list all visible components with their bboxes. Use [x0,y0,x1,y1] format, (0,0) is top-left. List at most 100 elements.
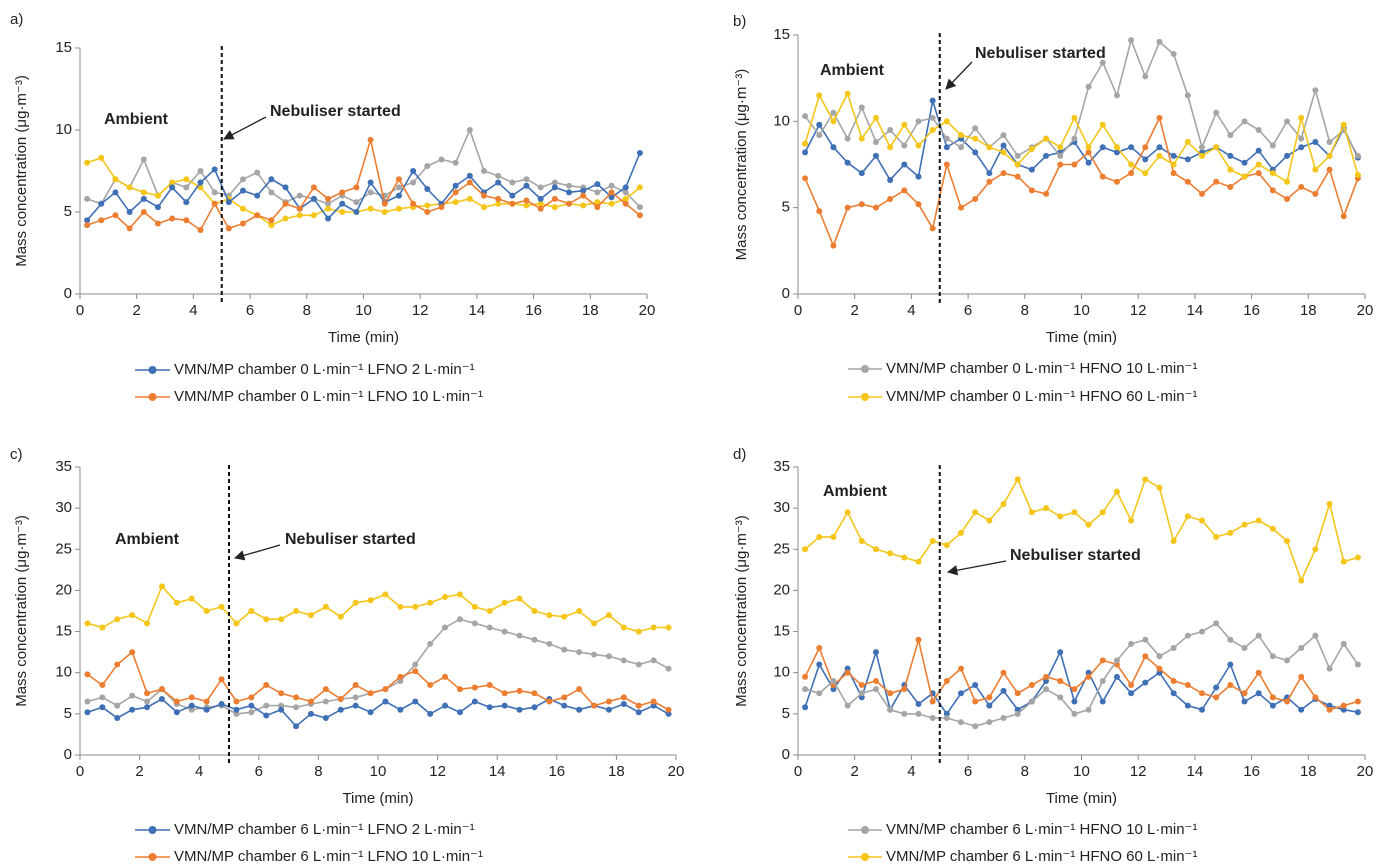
y-tick-label: 25 [773,540,790,557]
data-point [268,176,275,183]
data-point [310,195,317,202]
legend-label: VMN/MP chamber 6 L·min⁻¹ LFNO 10 L·min⁻¹ [174,848,483,865]
data-point [622,200,629,207]
x-tick-label: 18 [608,763,625,780]
data-point [442,594,449,601]
data-point [501,628,508,635]
data-point [1255,147,1262,154]
data-point [1099,698,1106,705]
data-point [943,118,950,125]
data-point [901,161,908,168]
data-point [958,144,965,151]
data-point [591,702,598,709]
x-tick-label: 10 [1073,763,1090,780]
data-point [816,645,823,652]
data-point [546,698,553,705]
data-point [943,677,950,684]
data-point [551,204,558,211]
data-point [1354,152,1361,159]
data-point [495,179,502,186]
data-point [397,677,404,684]
panel: c) 0 5 10 15 20 25 30 35 0 2 4 6 8 10 12 14 16 18 20 Time (m… [10,446,684,865]
data-point [1057,513,1064,520]
data-point [1213,144,1220,151]
data-point [1241,159,1248,166]
series-line [804,100,1359,182]
x-tick-label: 16 [548,763,565,780]
data-point [636,212,643,219]
data-point [958,132,965,139]
data-point [531,690,538,697]
panel-label: a) [10,11,23,28]
data-point [844,665,851,672]
data-point [395,176,402,183]
data-point [278,702,285,709]
data-point [1000,149,1007,156]
data-point [1298,114,1305,121]
x-tick-label: 20 [639,302,656,319]
data-point [1326,665,1333,672]
data-point [495,195,502,202]
data-point [958,204,965,211]
data-point [1142,636,1149,643]
data-point [537,184,544,191]
data-point [1128,144,1135,151]
data-point [1028,509,1035,516]
data-point [188,595,195,602]
data-point [466,172,473,179]
y-tick-label: 5 [782,199,790,216]
data-point [1071,114,1078,121]
data-point [1227,166,1234,173]
data-point [537,195,544,202]
data-point [466,195,473,202]
data-point [1284,538,1291,545]
data-point [1113,673,1120,680]
data-point [471,684,478,691]
data-point [591,620,598,627]
data-point [254,212,261,219]
data-point [1099,677,1106,684]
data-point [1071,686,1078,693]
series-line [86,152,641,221]
data-point [1241,118,1248,125]
data-point [1000,687,1007,694]
data-point [1255,690,1262,697]
data-point [1326,706,1333,713]
data-point [537,205,544,212]
data-point [1241,173,1248,180]
data-point [580,192,587,199]
data-point [523,197,530,204]
y-tick-label: 5 [782,705,790,722]
data-point [1227,682,1234,689]
data-point [1014,161,1021,168]
data-point [381,200,388,207]
data-point [929,114,936,121]
y-tick-label: 0 [782,746,790,763]
data-point [986,178,993,185]
x-tick-label: 16 [525,302,542,319]
data-point [410,200,417,207]
data-point [203,706,210,713]
data-point [1085,149,1092,156]
data-point [844,90,851,97]
data-point [501,690,508,697]
data-point [620,624,627,631]
data-point [636,204,643,211]
data-point [278,616,285,623]
data-point [412,603,419,610]
data-point [1085,159,1092,166]
data-point [929,97,936,104]
series-line [804,91,1359,184]
data-point [339,189,346,196]
data-point [594,181,601,188]
data-point [1198,690,1205,697]
data-point [99,682,106,689]
data-point [1298,645,1305,652]
data-point [608,200,615,207]
data-point [636,149,643,156]
y-tick-label: 0 [782,285,790,302]
data-point [546,612,553,619]
data-point [486,624,493,631]
data-point [537,200,544,207]
data-point [1071,710,1078,717]
